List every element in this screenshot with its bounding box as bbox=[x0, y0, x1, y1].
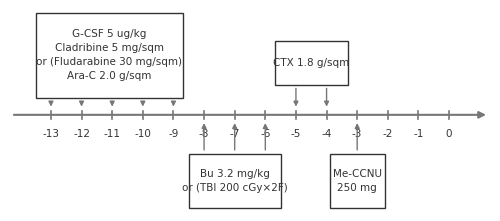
Text: -7: -7 bbox=[230, 129, 240, 139]
Text: -3: -3 bbox=[352, 129, 362, 139]
Text: -4: -4 bbox=[322, 129, 332, 139]
Text: Bu 3.2 mg/kg
or (TBI 200 cGy×2F): Bu 3.2 mg/kg or (TBI 200 cGy×2F) bbox=[182, 169, 288, 193]
Text: -6: -6 bbox=[260, 129, 270, 139]
Bar bbox=[189, 154, 280, 208]
Text: -11: -11 bbox=[104, 129, 120, 139]
Text: -2: -2 bbox=[382, 129, 393, 139]
Text: -5: -5 bbox=[291, 129, 301, 139]
Text: -10: -10 bbox=[134, 129, 151, 139]
Text: CTX 1.8 g/sqm: CTX 1.8 g/sqm bbox=[273, 58, 349, 68]
Text: -13: -13 bbox=[42, 129, 59, 139]
Text: -8: -8 bbox=[199, 129, 209, 139]
Text: -12: -12 bbox=[73, 129, 90, 139]
Text: -1: -1 bbox=[413, 129, 424, 139]
Text: Me-CCNU
250 mg: Me-CCNU 250 mg bbox=[332, 169, 382, 193]
Bar bbox=[36, 13, 182, 97]
Text: -9: -9 bbox=[168, 129, 178, 139]
Bar bbox=[330, 154, 385, 208]
Bar bbox=[274, 41, 348, 84]
Text: 0: 0 bbox=[446, 129, 452, 139]
Text: G-CSF 5 ug/kg
Cladribine 5 mg/sqm
or (Fludarabine 30 mg/sqm)
Ara-C 2.0 g/sqm: G-CSF 5 ug/kg Cladribine 5 mg/sqm or (Fl… bbox=[36, 29, 182, 81]
